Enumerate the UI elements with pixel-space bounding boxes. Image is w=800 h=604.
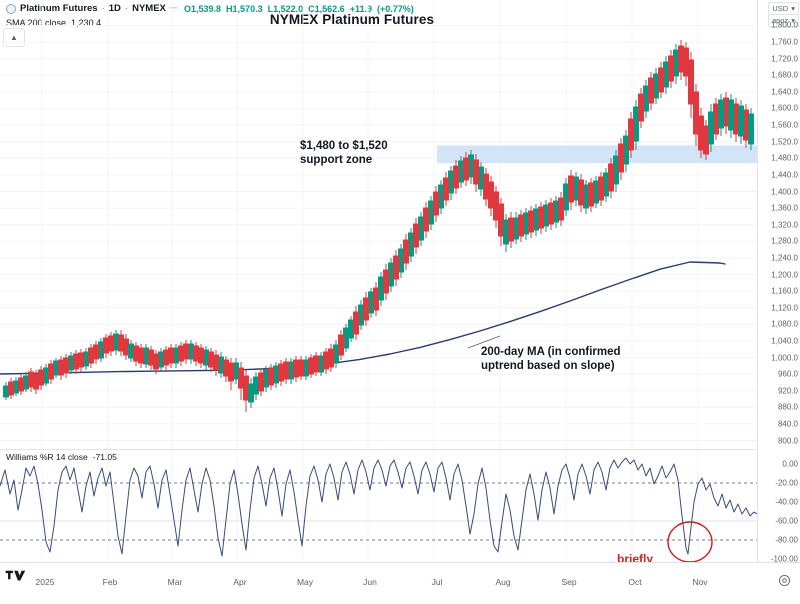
ohlc-open-label: O bbox=[183, 4, 191, 14]
wr-tick-1: -20.00 bbox=[775, 478, 798, 488]
time-tick-3: Apr bbox=[233, 577, 247, 587]
price-gridlines bbox=[0, 25, 757, 441]
ohlc-change: +11.9 bbox=[349, 4, 372, 14]
legend-sep-1: · bbox=[101, 3, 105, 14]
wr-tick-3: -60.00 bbox=[775, 516, 798, 526]
williams-legend[interactable]: Williams %R 14 close -71.05 bbox=[6, 452, 117, 462]
legend-symbol-row[interactable]: Platinum Futures · 1D · NYMEX ─ O1,539.8… bbox=[6, 3, 414, 15]
ohlc-low-value: 1,522.0 bbox=[273, 4, 304, 14]
time-tick-8: Sep bbox=[561, 577, 577, 587]
wr-tick-2: -40.00 bbox=[775, 497, 798, 507]
time-tick-10: Nov bbox=[692, 577, 708, 587]
price-tick-1: 1,760.0 bbox=[771, 37, 798, 47]
legend-sma-label: SMA 200 close bbox=[6, 18, 67, 28]
wr-vertical-gridlines bbox=[41, 450, 699, 562]
williams-pane-canvas bbox=[0, 450, 757, 562]
chart-legend: Platinum Futures · 1D · NYMEX ─ O1,539.8… bbox=[6, 3, 414, 29]
price-tick-12: 1,320.0 bbox=[771, 220, 798, 230]
legend-sep-2: · bbox=[124, 3, 129, 14]
price-tick-5: 1,600.0 bbox=[771, 103, 798, 113]
price-tick-17: 1,120.0 bbox=[771, 303, 798, 313]
ohlc-change-pct: (+0.77%) bbox=[376, 4, 414, 14]
time-tick-9: Oct bbox=[628, 577, 642, 587]
ohlc-high-label: H bbox=[226, 4, 233, 14]
price-tick-8: 1,480.0 bbox=[771, 153, 798, 163]
price-tick-6: 1,560.0 bbox=[771, 120, 798, 130]
price-tick-7: 1,520.0 bbox=[771, 137, 798, 147]
price-tick-25: 800.0 bbox=[777, 436, 798, 446]
page-title: NYMEX Platinum Futures bbox=[269, 12, 435, 27]
price-tick-16: 1,160.0 bbox=[771, 286, 798, 296]
wr-tick-0: 0.00 bbox=[782, 459, 798, 469]
wr-tick-4: -80.00 bbox=[775, 535, 798, 545]
legend-symbol[interactable]: Platinum Futures bbox=[20, 3, 98, 14]
gear-icon[interactable] bbox=[778, 574, 791, 587]
legend-interval[interactable]: 1D bbox=[108, 3, 121, 14]
ohlc-low-label: L bbox=[267, 4, 274, 14]
chevron-down-icon: ▾ bbox=[791, 4, 795, 13]
oversold-highlight-ellipse bbox=[667, 521, 713, 562]
price-tick-11: 1,360.0 bbox=[771, 203, 798, 213]
price-vertical-gridlines bbox=[41, 0, 699, 448]
sma-200-line bbox=[0, 261, 726, 375]
chevron-down-icon-2: ▾ bbox=[791, 16, 795, 25]
price-axis[interactable]: USD ▾ apoz ▾ 1,800.0 1,760.0 1,720.0 1,6… bbox=[757, 0, 800, 564]
price-tick-10: 1,400.0 bbox=[771, 187, 798, 197]
support-zone-band bbox=[437, 145, 757, 164]
legend-exchange[interactable]: NYMEX bbox=[132, 3, 166, 14]
eye-icon[interactable]: ─ bbox=[169, 3, 177, 14]
price-tick-4: 1,640.0 bbox=[771, 87, 798, 97]
ohlc-close-value: 1,562.6 bbox=[314, 4, 345, 14]
price-tick-20: 1,000.0 bbox=[771, 353, 798, 363]
time-tick-6: Jul bbox=[431, 577, 443, 587]
williams-legend-value: -71.05 bbox=[92, 452, 117, 462]
scale-mode-label: apoz bbox=[771, 16, 789, 25]
ohlc-high-value: 1,570.3 bbox=[232, 4, 263, 14]
candlestick-series bbox=[3, 40, 754, 412]
williams-legend-label: Williams %R 14 close bbox=[6, 452, 88, 462]
time-tick-2: Mar bbox=[167, 577, 183, 587]
ma-annotation: 200-day MA (in confirmed uptrend based o… bbox=[481, 346, 621, 372]
price-tick-15: 1,200.0 bbox=[771, 270, 798, 280]
time-tick-0: 2025 bbox=[35, 577, 55, 587]
williams-r-line bbox=[0, 457, 757, 557]
price-tick-19: 1,040.0 bbox=[771, 336, 798, 346]
price-tick-13: 1,280.0 bbox=[771, 236, 798, 246]
price-tick-23: 880.0 bbox=[777, 402, 798, 412]
ma-callout-leader bbox=[467, 335, 501, 349]
time-tick-1: Feb bbox=[102, 577, 118, 587]
time-tick-4: May bbox=[296, 577, 314, 587]
price-tick-14: 1,240.0 bbox=[771, 253, 798, 263]
currency-label: USD bbox=[772, 4, 789, 13]
legend-sma-row[interactable]: SMA 200 close 1,230.4 bbox=[6, 17, 414, 29]
symbol-logo-icon bbox=[6, 4, 16, 14]
williams-r-pane: Williams %R 14 close -71.05 bbox=[0, 450, 757, 562]
price-pane-canvas bbox=[0, 0, 757, 448]
wr-tick-5: -100.00 bbox=[770, 554, 798, 564]
price-tick-18: 1,080.0 bbox=[771, 319, 798, 329]
time-axis[interactable]: 2025 Feb Mar Apr May Jun Jul Aug Sep Oct… bbox=[0, 562, 800, 604]
legend-sma-value: 1,230.4 bbox=[71, 18, 102, 28]
support-zone-annotation: $1,480 to $1,520 support zone bbox=[300, 140, 388, 166]
price-tick-21: 960.0 bbox=[777, 369, 798, 379]
price-tick-9: 1,440.0 bbox=[771, 170, 798, 180]
price-pane bbox=[0, 0, 757, 448]
chevron-up-icon: ▲ bbox=[10, 33, 18, 42]
price-tick-0: 1,800.0 bbox=[771, 20, 798, 30]
tradingview-logo[interactable] bbox=[5, 568, 27, 582]
time-tick-7: Aug bbox=[495, 577, 511, 587]
price-tick-2: 1,720.0 bbox=[771, 54, 798, 64]
ohlc-close-label: C bbox=[308, 4, 315, 14]
scale-mode-badge[interactable]: apoz ▾ bbox=[767, 14, 799, 27]
legend-ohlc: O1,539.8 H1,570.3 L1,522.0 C1,562.6 +11.… bbox=[184, 3, 414, 15]
price-tick-3: 1,680.0 bbox=[771, 70, 798, 80]
pane-divider bbox=[0, 449, 757, 450]
price-tick-24: 840.0 bbox=[777, 419, 798, 429]
ohlc-open-value: 1,539.8 bbox=[191, 4, 222, 14]
price-tick-22: 920.0 bbox=[777, 386, 798, 396]
time-tick-5: Jun bbox=[363, 577, 377, 587]
